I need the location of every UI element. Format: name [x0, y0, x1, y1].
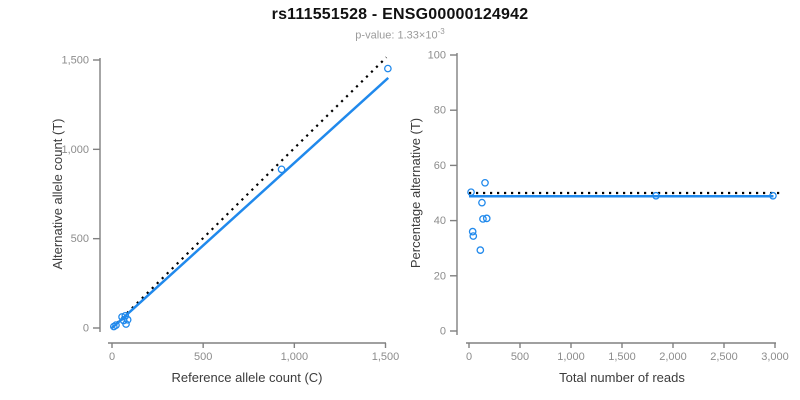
p-value-text: p-value: 1.33×10 [355, 29, 438, 42]
x-tick-label: 500 [194, 351, 212, 363]
data-point [481, 178, 489, 187]
x-tick-label: 2,000 [659, 351, 687, 363]
data-points [109, 64, 392, 331]
identity-line [111, 56, 388, 329]
data-point [479, 215, 487, 223]
data-point [476, 246, 485, 254]
x-tick-label: 1,000 [281, 351, 309, 363]
data-point [482, 214, 491, 223]
data-points [467, 178, 777, 254]
y-axis-title: Percentage alternative (T) [408, 118, 423, 268]
y-axis-title: Alternative allele count (T) [50, 118, 65, 269]
data-point [469, 232, 478, 240]
y-tick-label: 40 [434, 215, 446, 227]
x-tick-label: 1,000 [557, 351, 585, 363]
y-tick-label: 1,000 [61, 144, 89, 156]
x-tick-label: 2,500 [710, 351, 738, 363]
data-point [478, 198, 486, 207]
chart-header: rs111551528 - ENSG00000124942 p-value: 1… [0, 6, 800, 42]
y-tick-label: 0 [440, 326, 446, 338]
percentage-chart: 0 20 40 60 80 100 0 500 1,000 1,500 2,000 2,500 3,00… [408, 50, 789, 386]
y-axis: 0 20 40 60 80 100 [428, 50, 458, 338]
y-tick-label: 500 [71, 233, 89, 245]
x-tick-label: 1,500 [608, 351, 636, 363]
y-tick-label: 100 [428, 50, 446, 62]
y-tick-label: 0 [83, 323, 89, 335]
y-tick-label: 60 [434, 160, 446, 172]
p-value-exponent: -3 [437, 27, 445, 36]
data-point [384, 64, 392, 73]
x-tick-label: 0 [109, 351, 115, 363]
x-tick-label: 3,000 [761, 351, 789, 363]
data-point [467, 188, 475, 197]
x-axis-title: Total number of reads [559, 370, 685, 385]
y-tick-label: 80 [434, 105, 446, 117]
data-point [468, 227, 477, 236]
data-point [123, 315, 132, 324]
data-point [122, 320, 130, 328]
x-tick-label: 1,500 [372, 351, 400, 363]
x-axis: 0 500 1,000 1,500 2,000 2,500 3,000 [466, 342, 789, 363]
x-tick-label: 500 [511, 351, 529, 363]
data-point [121, 312, 130, 320]
y-tick-label: 1,500 [61, 55, 89, 67]
chart-subtitle: p-value: 1.33×10-3 [0, 27, 800, 42]
y-axis: 0 500 1,000 1,500 [61, 55, 101, 335]
y-tick-label: 20 [434, 270, 446, 282]
data-point [652, 191, 660, 200]
allele-count-chart: 0 500 1,000 1,500 0 500 1,000 1,500 Reference al… [50, 55, 399, 386]
data-point [277, 165, 286, 174]
x-axis: 0 500 1,000 1,500 [108, 342, 400, 363]
x-tick-label: 0 [466, 351, 472, 363]
data-point [112, 321, 120, 329]
fit-line [111, 76, 390, 329]
data-point [769, 191, 777, 200]
chart-title: rs111551528 - ENSG00000124942 [271, 6, 529, 23]
x-axis-title: Reference allele count (C) [171, 370, 322, 385]
